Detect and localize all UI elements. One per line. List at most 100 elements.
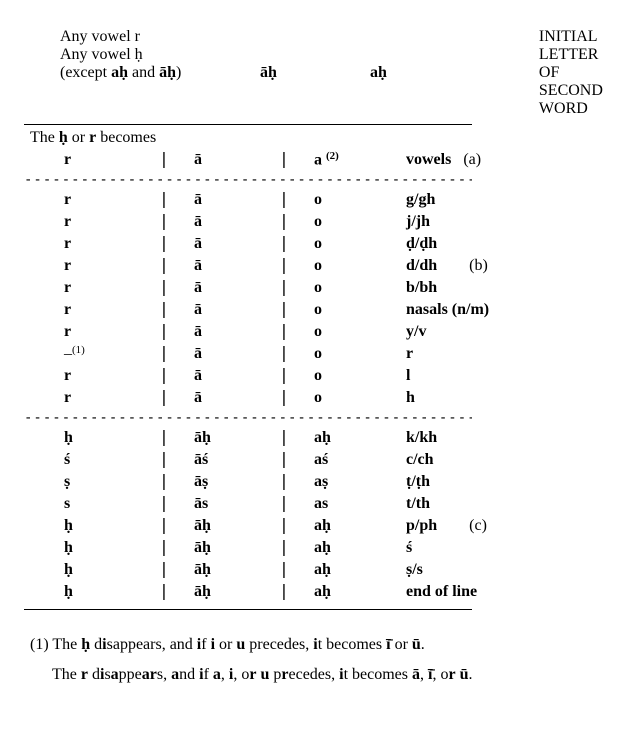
group-b: r|ā|og/ghr|ā|oj/jhr|ā|oḍ/ḍhr|ā|od/dh (b)… [24,189,627,409]
sep: | [254,537,314,556]
table-row: ḥ|āḥ|aḥend of line [24,581,627,603]
cell-c4: d/dh (b) [384,257,627,275]
cell-c4: k/kh [384,429,627,447]
cell-c1: r [24,213,134,231]
cell-c1: r [24,235,134,253]
cell-c1: r [24,279,134,297]
cell-c2: ā [194,301,254,319]
cell-c4: p/ph (c) [384,517,627,535]
sep: | [134,537,194,556]
table-row: r|ā|og/gh [24,189,627,211]
sep: | [254,149,314,168]
sep: | [254,427,314,446]
cell-c3: o [314,213,384,231]
st-pre: The [30,129,59,146]
cell-c3: o [314,389,384,407]
group-c: ḥ|āḥ|aḥk/khś|āś|aśc/chṣ|āṣ|aṣṭ/ṭhs|ās|as… [24,427,627,603]
table-row: –(1)|ā|or [24,343,627,365]
cell-c2: āḥ [194,583,254,601]
cell-c3: o [314,235,384,253]
cell-c3: aḥ [314,539,384,557]
cell-c3: o [314,191,384,209]
sep: | [254,559,314,578]
cell-c3: aḥ [314,429,384,447]
cell-c1: r [24,301,134,319]
cell-c4: end of line [384,583,627,601]
cell-c2: āḥ [194,429,254,447]
right-line-2: LETTER OF [539,46,605,82]
table-row: r|ā|oh [24,387,627,409]
dashed-rule: ----------------------------------------… [24,413,472,423]
sep: | [134,211,194,230]
cell-c4: l [384,367,627,385]
sep: | [134,189,194,208]
cell-c4: ṣ/s [384,561,627,579]
cell-c1: ḥ [24,517,134,535]
header-block: Any vowel r Any vowel ḥ (except aḥ and ā… [24,28,605,118]
cell-c3: aṣ [314,473,384,491]
sep: | [254,471,314,490]
header-spacer [387,28,527,118]
cell-c1: s [24,495,134,513]
cell-c3: o [314,301,384,319]
sep: | [134,321,194,340]
header-right: INITIAL LETTER OF SECOND WORD [527,28,605,118]
cell-c1: ḥ [24,539,134,557]
table-row: ś|āś|aśc/ch [24,449,627,471]
sep: | [134,149,194,168]
cell-c3: o [314,323,384,341]
cell-c2: ā [194,257,254,275]
cell-c4: vowels (a) [384,151,627,169]
cell-c3: aḥ [314,583,384,601]
sep: | [134,233,194,252]
table-row: r|ā|ob/bh [24,277,627,299]
table-row: ḥ|āḥ|aḥp/ph (c) [24,515,627,537]
sep: | [254,321,314,340]
cell-c2: ā [194,389,254,407]
sep: | [134,277,194,296]
sep: | [254,189,314,208]
bottom-rule [24,609,472,610]
sep: | [134,255,194,274]
right-line-1: INITIAL [539,28,605,46]
cell-c2: ā [194,235,254,253]
cell-c4: y/v [384,323,627,341]
footnote-1b: The r disappears, and if a, i, or u prec… [24,660,605,690]
col-heading-1: āḥ [260,64,370,82]
table-row: r | ā | a (2) vowels (a) [24,149,627,171]
cell-c1: ṣ [24,473,134,491]
top-rule [24,124,472,125]
table-row: r|ā|ol [24,365,627,387]
cell-c1: r [24,367,134,385]
table-row: r|ā|od/dh (b) [24,255,627,277]
table-row: r|ā|oḍ/ḍh [24,233,627,255]
cell-c1: r [24,151,134,169]
right-line-3: SECOND [539,82,605,100]
header-line-2: Any vowel ḥ [24,46,387,64]
cell-c1: r [24,191,134,209]
dashed-rule: ----------------------------------------… [24,175,472,185]
sep: | [134,343,194,362]
cell-c3: aś [314,451,384,469]
cell-c4: ḍ/ḍh [384,235,627,253]
sep: | [254,211,314,230]
cell-c1: ś [24,451,134,469]
sep: | [254,299,314,318]
cell-c4: nasals (n/m) [384,301,627,319]
sep: | [254,493,314,512]
sep: | [254,255,314,274]
cell-c4: ṭ/ṭh [384,473,627,491]
sep: | [134,365,194,384]
cell-c2: āḥ [194,561,254,579]
cell-c2: ās [194,495,254,513]
table-row: r|ā|onasals (n/m) [24,299,627,321]
cell-c3: aḥ [314,517,384,535]
cell-c3: o [314,345,384,363]
cell-c2: āḥ [194,539,254,557]
cell-c4: t/th [384,495,627,513]
sep: | [134,471,194,490]
right-line-4: WORD [539,100,605,118]
cell-c1: ḥ [24,429,134,447]
table-row: ḥ|āḥ|aḥk/kh [24,427,627,449]
sep: | [254,365,314,384]
